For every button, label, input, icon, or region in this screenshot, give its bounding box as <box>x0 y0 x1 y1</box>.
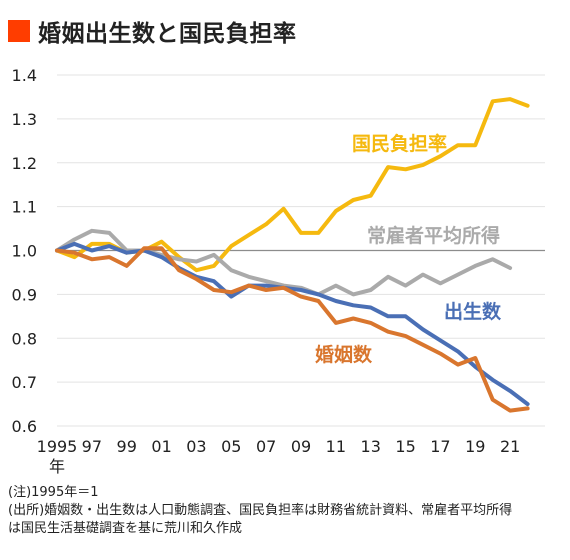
x-tick-label-97: 97 <box>82 437 102 456</box>
y-tick-label-0.7: 0.7 <box>12 373 37 392</box>
y-tick-label-1.3: 1.3 <box>12 110 37 129</box>
x-tick-label-11: 11 <box>326 437 346 456</box>
y-tick-label-0.6: 0.6 <box>12 417 37 436</box>
note-line-2: (出所)婚姻数・出生数は人口動態調査、国民負担率は財務省統計資料、常雇者平均所得 <box>8 503 513 518</box>
note-line-1: (注)1995年＝1 <box>8 485 99 500</box>
x-tick-label-15: 15 <box>395 437 415 456</box>
title-marker-square <box>8 20 30 42</box>
x-tick-label-1995: 1995 <box>37 437 78 456</box>
series-line-2 <box>55 241 530 407</box>
y-tick-label-1.2: 1.2 <box>12 154 37 173</box>
y-tick-label-0.8: 0.8 <box>12 329 37 348</box>
series-label-2: 出生数 <box>444 300 502 323</box>
y-tick-label-0.9: 0.9 <box>12 285 37 304</box>
series-lines <box>55 97 530 413</box>
note-line-3: は国民生活基礎調査を基に荒川和久作成 <box>8 521 243 536</box>
chart-title: 婚姻出生数と国民負担率 <box>38 21 297 47</box>
x-tick-label-05: 05 <box>221 437 241 456</box>
x-tick-label-99: 99 <box>117 437 137 456</box>
x-tick-label-17: 17 <box>430 437 450 456</box>
y-tick-label-1.1: 1.1 <box>12 198 37 217</box>
line-chart: 0.6 0.7 0.8 0.9 1.0 1.1 1.2 1.3 1.4 1995 97 99 01 03… <box>12 66 545 476</box>
chart-notes: (注)1995年＝1 (出所)婚姻数・出生数は人口動態調査、国民負担率は財務省統… <box>8 484 564 538</box>
series-label-1: 常雇者平均所得 <box>367 224 500 247</box>
series-label-3: 婚姻数 <box>315 343 373 366</box>
series-line-3 <box>55 246 530 413</box>
x-tick-label-19: 19 <box>465 437 485 456</box>
x-tick-label-03: 03 <box>186 437 206 456</box>
x-tick-label-07: 07 <box>256 437 276 456</box>
y-tick-label-1.4: 1.4 <box>12 66 37 85</box>
x-tick-label-01: 01 <box>151 437 171 456</box>
chart-title-block: 婚姻出生数と国民負担率 <box>8 14 297 48</box>
x-axis-tick-labels: 1995 97 99 01 03 05 07 09 11 13 15 17 19 21 年 <box>37 437 521 476</box>
y-axis-tick-labels: 0.6 0.7 0.8 0.9 1.0 1.1 1.2 1.3 1.4 <box>12 66 37 436</box>
x-axis-unit-label: 年 <box>49 457 65 476</box>
y-tick-label-1.0: 1.0 <box>12 242 37 261</box>
x-tick-label-09: 09 <box>291 437 311 456</box>
x-tick-label-13: 13 <box>361 437 381 456</box>
series-label-0: 国民負担率 <box>352 132 447 155</box>
gridlines <box>57 74 545 427</box>
x-tick-label-21: 21 <box>500 437 520 456</box>
